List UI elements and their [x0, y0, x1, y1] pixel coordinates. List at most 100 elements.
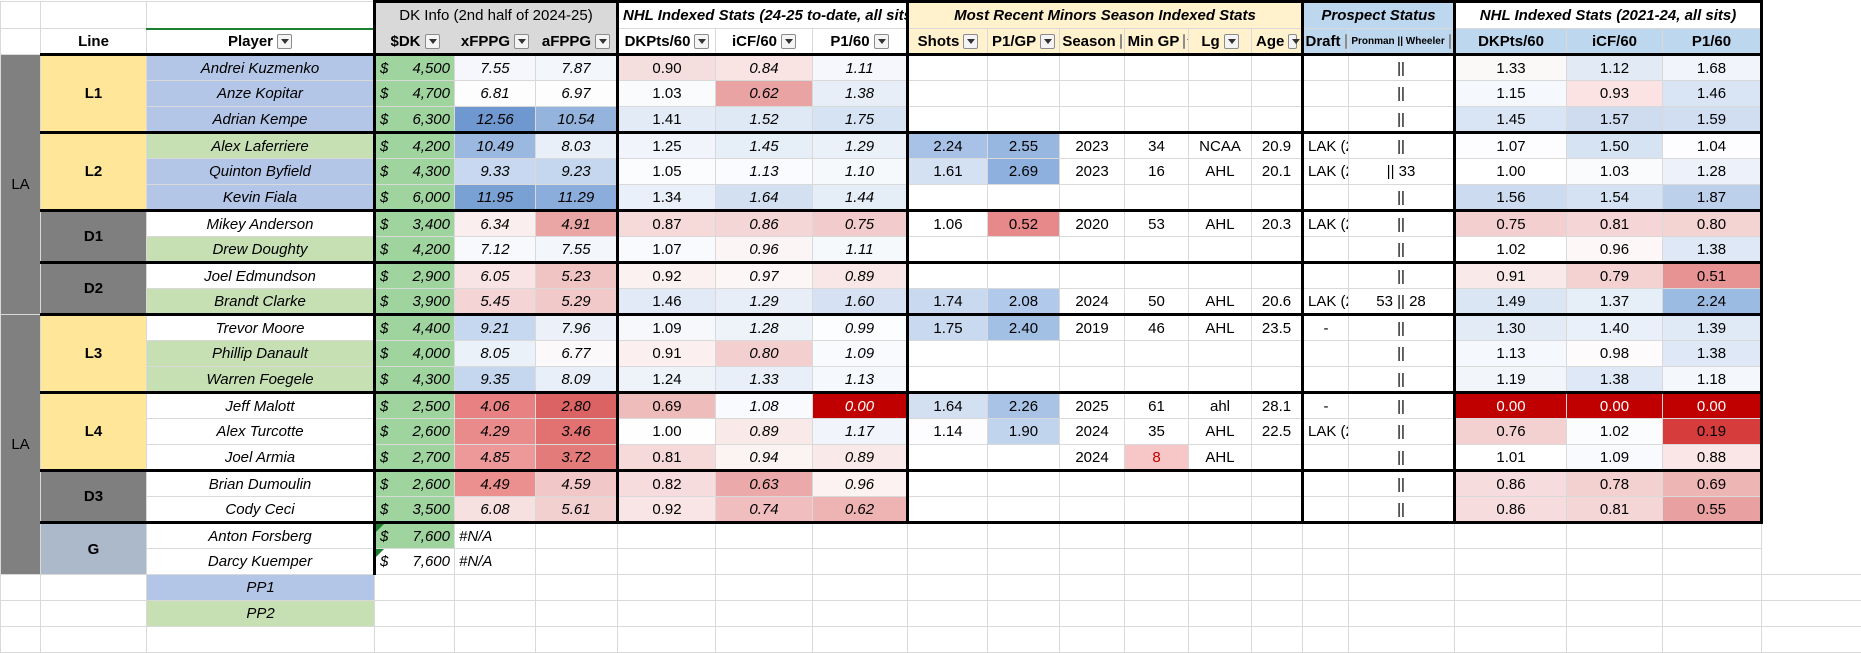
dk-salary: $7,600: [375, 549, 455, 575]
dkpts-value: 0.69: [618, 393, 716, 419]
league-value: AHL: [1189, 159, 1252, 185]
ranking-value: ||: [1349, 393, 1455, 419]
p1gp-value: 0.52: [988, 211, 1060, 237]
filter-dropdown-icon[interactable]: [595, 34, 610, 49]
filter-dropdown-icon[interactable]: [1120, 34, 1122, 49]
filter-dropdown-icon[interactable]: [1224, 34, 1239, 49]
draft-value: [1303, 55, 1349, 81]
empty-cell: [716, 575, 813, 601]
dk-salary: $4,000: [375, 341, 455, 367]
p1-value: 0.96: [813, 471, 908, 497]
filter-dropdown-icon[interactable]: [1288, 34, 1297, 49]
empty-cell: [41, 575, 147, 601]
column-header-player[interactable]: Player: [147, 29, 375, 55]
currency-symbol: $: [380, 111, 388, 128]
filter-dropdown-icon[interactable]: [1449, 34, 1451, 49]
column-header-hdkpts[interactable]: DKPts/60: [1455, 29, 1567, 55]
column-header-pronman[interactable]: Pronman || Wheeler: [1349, 29, 1455, 55]
column-header-shots[interactable]: Shots: [908, 29, 988, 55]
hist-p1-value: 1.04: [1663, 133, 1762, 159]
age-value: 23.5: [1252, 315, 1303, 341]
salary-amount: 4,400: [412, 320, 450, 337]
dkpts-value: 1.00: [618, 419, 716, 445]
column-header-age[interactable]: Age: [1252, 29, 1303, 55]
player-name: Andrei Kuzmenko: [147, 55, 375, 81]
filter-dropdown-icon[interactable]: [1183, 34, 1185, 49]
filter-dropdown-icon[interactable]: [694, 34, 709, 49]
table-row[interactable]: Darcy Kuemper$7,600#N/A: [1, 549, 1861, 575]
column-header-p1[interactable]: P1/60: [813, 29, 908, 55]
column-header-afppg[interactable]: aFPPG: [536, 29, 618, 55]
column-header-dk[interactable]: $DK: [375, 29, 455, 55]
empty-cell: [1189, 523, 1252, 549]
hist-p1-value: 1.39: [1663, 315, 1762, 341]
dkpts-value: 0.90: [618, 55, 716, 81]
column-header-season[interactable]: Season: [1060, 29, 1125, 55]
filter-dropdown-icon[interactable]: [963, 34, 978, 49]
line-label: D2: [41, 263, 147, 315]
min-gp-value: [1125, 367, 1189, 393]
age-value: [1252, 107, 1303, 133]
column-header-draft[interactable]: Draft: [1303, 29, 1349, 55]
p1gp-value: [988, 185, 1060, 211]
column-header-lg[interactable]: Lg: [1189, 29, 1252, 55]
line-label: L4: [41, 393, 147, 471]
filter-dropdown-icon[interactable]: [1345, 34, 1347, 49]
hist-p1-value: 0.51: [1663, 263, 1762, 289]
column-header-mingp[interactable]: Min GP: [1125, 29, 1189, 55]
ranking-value: ||: [1349, 107, 1455, 133]
filter-dropdown-icon[interactable]: [874, 34, 889, 49]
filter-dropdown-icon[interactable]: [277, 34, 292, 49]
afppg-value: 9.23: [536, 159, 618, 185]
filter-dropdown-icon[interactable]: [1040, 34, 1055, 49]
empty-cell: [1060, 523, 1125, 549]
empty-cell: [813, 601, 908, 627]
ranking-value: ||: [1349, 81, 1455, 107]
afppg-value: 6.97: [536, 81, 618, 107]
league-value: [1189, 55, 1252, 81]
empty-cell: [618, 549, 716, 575]
hist-dkpts-value: 1.01: [1455, 445, 1567, 471]
column-header-p1gp[interactable]: P1/GP: [988, 29, 1060, 55]
filter-dropdown-icon[interactable]: [781, 34, 796, 49]
column-header-icf[interactable]: iCF/60: [716, 29, 813, 55]
column-header-line[interactable]: Line: [41, 29, 147, 55]
hist-icf-value: 0.81: [1567, 211, 1663, 237]
filter-dropdown-icon[interactable]: [514, 34, 529, 49]
column-header-hp1[interactable]: P1/60: [1663, 29, 1762, 55]
column-header-xfppg[interactable]: xFPPG: [455, 29, 536, 55]
column-header-hicf[interactable]: iCF/60: [1567, 29, 1663, 55]
empty-cell: [147, 627, 375, 653]
empty-cell: [716, 601, 813, 627]
column-header-dkpts[interactable]: DKPts/60: [618, 29, 716, 55]
league-value: [1189, 497, 1252, 523]
filter-dropdown-icon[interactable]: [425, 34, 440, 49]
empty-cell: [908, 627, 988, 653]
column-header-label: Lg: [1201, 33, 1219, 50]
empty-cell: [908, 575, 988, 601]
ranking-value: ||: [1349, 445, 1455, 471]
afppg-value: 11.29: [536, 185, 618, 211]
shots-value: 1.75: [908, 315, 988, 341]
league-value: [1189, 237, 1252, 263]
empty-cell: [618, 627, 716, 653]
